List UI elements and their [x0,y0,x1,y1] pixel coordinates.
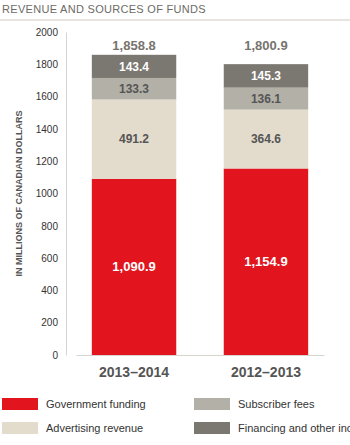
y-tick-label: 1200 [36,156,59,167]
y-axis-title: IN MILLIONS OF CANADIAN DOLLARS [14,111,24,277]
total-label: 1,800.9 [244,38,287,53]
x-tick: 2013–2014 [99,355,169,380]
y-tick-label: 1800 [36,59,59,70]
title: REVENUE AND SOURCES OF FUNDS [2,3,206,15]
bar-segment [92,99,176,178]
bar-segment [92,78,176,100]
data-label: 133.3 [119,82,149,96]
y-tick-label: 1600 [36,91,59,102]
bar-segment [92,179,176,355]
y-tick: 400 [41,285,66,296]
data-label: 145.3 [251,69,281,83]
y-tick-label: 2000 [36,27,59,38]
bar-segment [224,168,308,355]
data-label: 143.4 [119,60,149,74]
title-rule [0,20,350,21]
bar-segment [224,110,308,169]
y-axis: 0 200 400 600 800 1000 1200 1400 1600 1800 2000 [36,27,67,361]
y-tick: 0 [52,350,66,361]
y-tick: 800 [41,221,66,232]
y-tick: 1400 [36,124,66,135]
y-tick-label: 600 [41,253,58,264]
legend-swatch [194,422,230,434]
legend-swatch [194,398,230,410]
y-tick-label: 0 [52,350,58,361]
legend: Government funding Advertising revenue Sub… [2,398,350,434]
legend-label: Advertising revenue [46,422,143,434]
data-label: 491.2 [119,132,149,146]
y-tick: 1200 [36,156,66,167]
y-tick-label: 1400 [36,124,59,135]
x-tick: 2012–2013 [231,355,301,380]
data-label: 364.6 [251,132,281,146]
bar-segment [92,55,176,78]
x-axis-line [77,355,325,356]
data-label: 1,090.9 [112,259,155,274]
data-label: 1,154.9 [244,254,287,269]
y-tick-label: 200 [41,317,58,328]
data-label: 136.1 [251,92,281,106]
total-label: 1,858.8 [112,38,155,53]
bar-segment [224,64,308,87]
y-tick: 200 [41,317,66,328]
data-labels: 1,090.9 1,154.9 491.2 364.6 133.3 136.1 143.4 1… [112,60,287,275]
y-tick: 600 [41,253,66,264]
x-axis: 2013–2014 2012–2013 [77,355,325,380]
legend-swatch [2,398,38,410]
y-tick: 2000 [36,27,66,38]
legend-swatch [2,422,38,434]
x-tick-label: 2012–2013 [231,364,301,380]
y-tick-label: 1000 [36,188,59,199]
y-tick-label: 800 [41,221,58,232]
y-tick: 1600 [36,91,66,102]
x-tick-label: 2013–2014 [99,364,169,380]
legend-label: Government funding [46,398,146,410]
y-tick: 1000 [36,188,66,199]
y-tick-label: 400 [41,285,58,296]
legend-label: Financing and other income [238,422,350,434]
y-axis-line [66,33,67,356]
y-tick: 1800 [36,59,66,70]
bar-segment [224,88,308,110]
legend-label: Subscriber fees [238,398,315,410]
chart: REVENUE AND SOURCES OF FUNDS 0 200 400 600 80… [0,0,350,445]
bars [92,55,308,355]
